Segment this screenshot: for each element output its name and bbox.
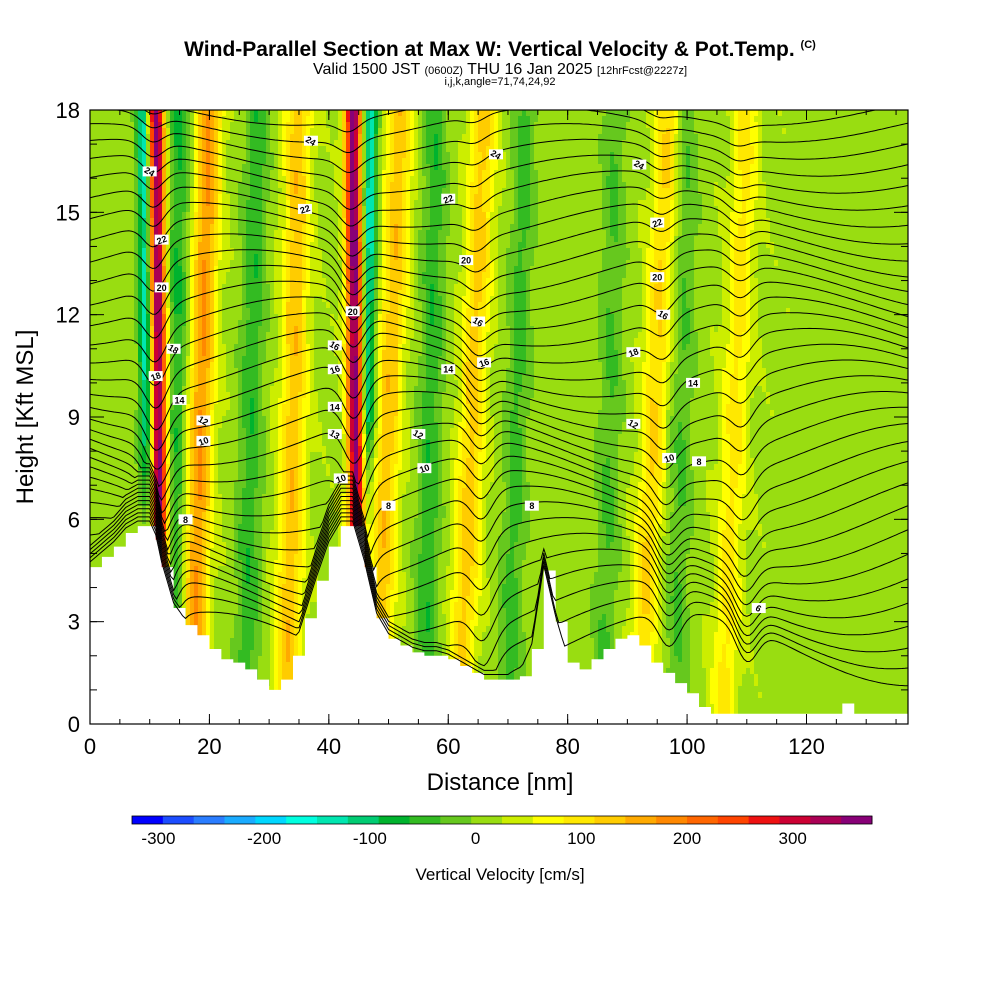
colorbar-title: Vertical Velocity [cm/s] [415, 865, 584, 884]
contour-label: 16 [477, 356, 492, 369]
colorbar-swatch [502, 816, 534, 824]
contour-label: 16 [471, 315, 486, 329]
contour-label: 8 [692, 456, 707, 467]
contour-label: 22 [154, 234, 169, 247]
contour-label: 18 [167, 342, 181, 356]
contour-label: 10 [417, 462, 432, 475]
contour-label: 16 [328, 339, 342, 353]
colorbar-swatch [347, 816, 380, 824]
contour-label: 20 [345, 306, 360, 317]
x-tick-label: 40 [317, 734, 341, 759]
colorbar-tick-label: 100 [567, 829, 595, 848]
colorbar: -300 -200 -100 0 100 200 300 [131, 815, 873, 848]
colorbar-swatch [748, 816, 780, 824]
chart-valid-time: Valid 1500 JST (0600Z) THU 16 Jan 2025 [… [0, 61, 1000, 79]
x-tick-label: 20 [197, 734, 221, 759]
contour-label: 14 [441, 364, 456, 375]
colorbar-swatch [224, 816, 256, 824]
colorbar-tick-label: 0 [471, 829, 480, 848]
y-tick-label: 3 [68, 610, 80, 635]
contour-label: 10 [333, 472, 348, 485]
colorbar-tick-label: -200 [247, 829, 281, 848]
colorbar-swatch [378, 816, 410, 824]
y-tick-label: 0 [68, 712, 80, 737]
chart-params: i,j,k,angle=71,74,24,92 [0, 76, 1000, 88]
colorbar-swatch [409, 816, 441, 824]
colorbar-swatch [841, 816, 873, 824]
contour-label: 20 [650, 272, 665, 283]
x-tick-label: 120 [788, 734, 825, 759]
contour-label: 8 [178, 514, 193, 525]
contour-label: 14 [686, 377, 701, 388]
contour-label: 8 [381, 500, 396, 511]
theta-contours [90, 110, 908, 687]
colorbar-swatch [286, 816, 318, 824]
colorbar-swatch [625, 816, 657, 824]
contour-label: 22 [650, 217, 665, 229]
colorbar-tick-label: -300 [141, 829, 175, 848]
contour-label: 14 [172, 394, 187, 405]
contour-label: 20 [459, 255, 474, 266]
contour-label: 6 [751, 603, 766, 614]
contour-label: 10 [196, 435, 211, 448]
colorbar-swatch [563, 816, 595, 824]
colorbar-swatch [440, 816, 472, 824]
contour-label: 12 [626, 417, 641, 431]
colorbar-tick-label: 200 [673, 829, 701, 848]
x-tick-label: 60 [436, 734, 460, 759]
x-tick-label: 100 [669, 734, 706, 759]
colorbar-swatch [132, 816, 164, 824]
contour-label: 22 [441, 193, 456, 206]
colorbar-swatch [255, 816, 287, 824]
contour-label: 24 [304, 134, 318, 148]
contour-label: 24 [489, 148, 504, 162]
contour-label: 24 [632, 158, 647, 172]
colorbar-swatch [717, 816, 750, 824]
x-axis-title: Distance [nm] [427, 769, 574, 796]
chart-title: Wind-Parallel Section at Max W: Vertical… [0, 38, 1000, 62]
colorbar-swatch [317, 816, 349, 824]
colorbar-swatch [162, 816, 195, 824]
copyright-mark: (C) [801, 39, 816, 51]
contour-label: 8 [524, 500, 539, 511]
colorbar-tick-label: 300 [779, 829, 807, 848]
y-tick-label: 15 [56, 200, 80, 225]
colorbar-swatch [532, 816, 565, 824]
colorbar-tick-label: -100 [353, 829, 387, 848]
contour-label: 16 [327, 363, 342, 376]
contour-label: 12 [411, 428, 426, 441]
y-tick-label: 18 [56, 98, 80, 123]
y-tick-label: 12 [56, 303, 80, 328]
contour-label: 14 [327, 401, 342, 412]
contour-label: 16 [656, 308, 671, 322]
colorbar-swatch [471, 816, 503, 824]
colorbar-swatch [594, 816, 626, 824]
colorbar-swatch [779, 816, 811, 824]
y-tick-label: 9 [68, 405, 80, 430]
terrain-mask [90, 526, 908, 724]
contour-label: 10 [662, 452, 677, 465]
colorbar-swatch [193, 816, 225, 824]
y-tick-label: 6 [68, 507, 80, 532]
colorbar-swatch [656, 816, 688, 824]
axes: 0 20 40 60 80 100 120 0 3 6 9 12 15 18 [56, 98, 908, 759]
contour-label: 24 [143, 165, 157, 179]
contour-label: 13 [328, 428, 342, 441]
contour-label: 20 [154, 282, 169, 293]
contour-label: 12 [196, 414, 211, 428]
contour-label: 18 [626, 346, 641, 359]
contour-label: 18 [148, 370, 163, 383]
colorbar-swatch [810, 816, 842, 824]
theta-contour-labels: 24 22 20 18 18 14 12 10 8 24 22 20 16 16 14 13 10 8 24 22 20… [143, 134, 766, 614]
contour-label: 22 [297, 203, 312, 216]
colorbar-swatch [687, 816, 719, 824]
y-axis-title: Height [Kft MSL] [12, 330, 39, 505]
x-tick-label: 0 [84, 734, 96, 759]
x-tick-label: 80 [555, 734, 579, 759]
